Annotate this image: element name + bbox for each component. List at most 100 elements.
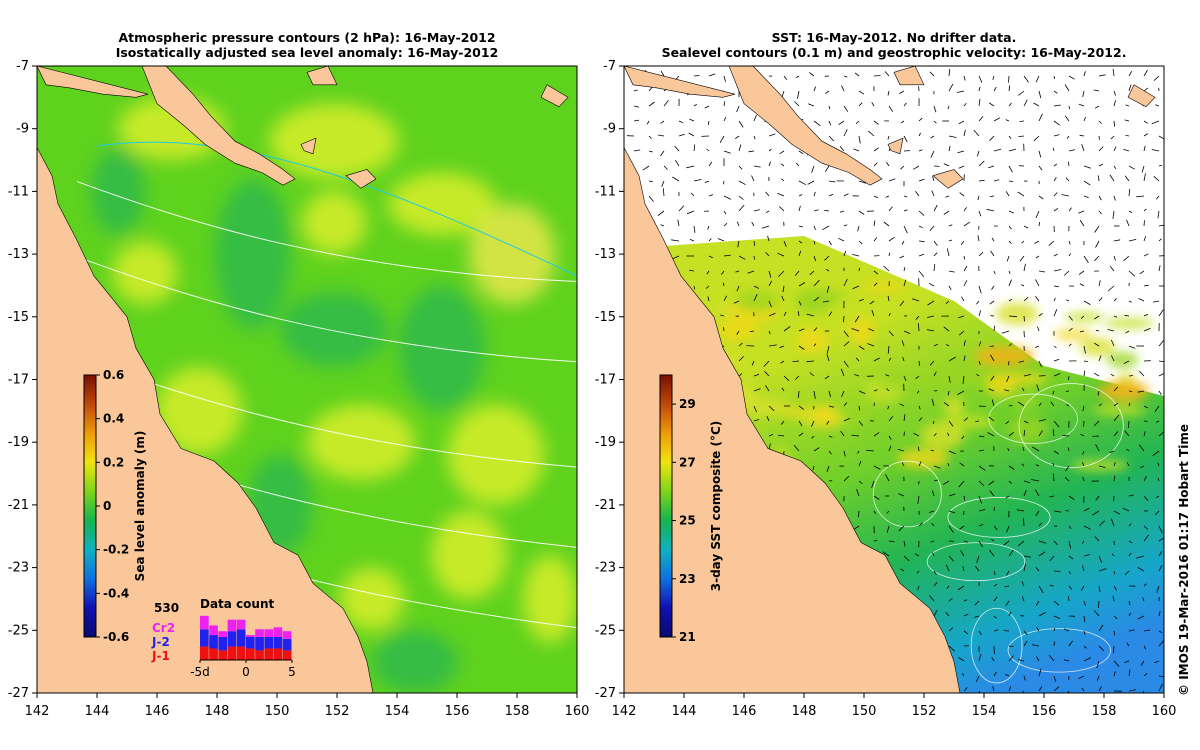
velocity-vector: [1143, 405, 1148, 409]
velocity-vector: [809, 270, 815, 276]
velocity-vector: [988, 480, 995, 486]
velocity-vector: [1123, 149, 1130, 152]
velocity-vector: [813, 209, 819, 212]
velocity-vector: [1083, 507, 1090, 512]
velocity-vector: [1023, 420, 1029, 424]
velocity-vector: [873, 432, 880, 437]
velocity-vector: [1008, 431, 1015, 437]
velocity-vector: [1082, 565, 1085, 572]
data-count-bar-j1: [236, 646, 246, 660]
colorbar-tick-label: 23: [679, 572, 696, 586]
velocity-vector: [918, 360, 920, 366]
velocity-vector: [674, 159, 680, 167]
velocity-vector: [1052, 429, 1055, 437]
right-lat-tick-label: -13: [595, 247, 616, 262]
velocity-vector: [1124, 430, 1130, 437]
velocity-vector: [948, 285, 952, 291]
velocity-vector: [1068, 105, 1070, 110]
velocity-vector: [989, 354, 995, 362]
velocity-vector: [706, 270, 710, 275]
velocity-vector: [1023, 225, 1029, 229]
velocity-vector: [962, 375, 965, 384]
velocity-vector: [1016, 509, 1025, 512]
velocity-vector: [1140, 465, 1145, 468]
velocity-vector: [1038, 668, 1042, 677]
velocity-vector: [992, 685, 995, 692]
velocity-vector: [1023, 490, 1027, 497]
warm-patch: [974, 346, 1034, 366]
velocity-vector: [1005, 600, 1010, 607]
velocity-vector: [689, 118, 695, 122]
velocity-vector: [843, 315, 845, 323]
velocity-vector: [933, 343, 938, 347]
velocity-vector: [1022, 446, 1025, 452]
velocity-vector: [1008, 85, 1011, 92]
velocity-vector: [678, 120, 684, 124]
velocity-vector: [1111, 355, 1115, 362]
velocity-vector: [1124, 314, 1130, 317]
velocity-vector: [783, 240, 787, 247]
velocity-vector: [959, 462, 965, 467]
sst-patch: [878, 372, 904, 388]
velocity-vector: [958, 120, 965, 125]
left-lat-tick-label: -17: [8, 373, 29, 388]
velocity-vector: [1023, 429, 1026, 437]
velocity-vector: [1094, 225, 1100, 233]
left-lat-tick-label: -25: [8, 623, 29, 638]
velocity-vector: [903, 555, 910, 562]
velocity-vector: [1005, 495, 1010, 499]
velocity-vector: [1036, 627, 1040, 632]
velocity-vector: [798, 420, 803, 427]
left-lat-tick-label: -13: [8, 247, 29, 262]
velocity-vector: [1158, 537, 1164, 542]
velocity-vector: [1068, 75, 1075, 80]
velocity-vector: [1158, 525, 1163, 534]
velocity-vector: [1008, 180, 1014, 182]
velocity-vector: [1003, 630, 1010, 632]
velocity-vector: [1113, 239, 1121, 242]
velocity-vector: [1031, 479, 1040, 482]
velocity-vector: [723, 223, 728, 227]
velocity-vector: [1064, 477, 1070, 482]
velocity-vector: [633, 119, 640, 122]
velocity-vector: [1095, 495, 1100, 501]
velocity-vector: [886, 510, 890, 514]
velocity-vector: [751, 360, 755, 366]
velocity-vector: [1122, 507, 1130, 512]
velocity-vector: [794, 375, 800, 380]
left-map-title: Atmospheric pressure contours (2 hPa): 1…: [37, 30, 577, 60]
velocity-vector: [1110, 135, 1115, 140]
velocity-vector: [1128, 270, 1136, 277]
velocity-vector: [918, 253, 925, 257]
velocity-vector: [826, 465, 830, 473]
velocity-vector: [828, 311, 833, 317]
velocity-vector: [686, 165, 695, 169]
velocity-vector: [990, 538, 995, 542]
data-count-bar-cr2: [218, 631, 228, 637]
velocity-vector: [946, 344, 950, 347]
velocity-vector: [1034, 489, 1040, 497]
velocity-vector: [706, 148, 710, 152]
velocity-vector: [1158, 639, 1164, 647]
right-lat-tick-label: -25: [595, 623, 616, 638]
velocity-vector: [1035, 295, 1040, 302]
velocity-vector: [763, 360, 770, 367]
velocity-vector: [813, 279, 820, 287]
velocity-vector: [660, 120, 665, 124]
velocity-vector: [858, 390, 866, 394]
velocity-vector: [738, 180, 746, 186]
velocity-vector: [855, 120, 860, 125]
velocity-vector: [1107, 329, 1115, 332]
right-lon-tick-label: 156: [1032, 704, 1057, 719]
velocity-vector: [1083, 255, 1089, 263]
velocity-vector: [978, 449, 985, 452]
land-north: [624, 66, 736, 98]
velocity-vector: [1068, 540, 1072, 549]
velocity-vector: [1137, 615, 1145, 620]
velocity-vector: [633, 149, 641, 152]
velocity-vector: [888, 206, 893, 212]
velocity-vector: [963, 355, 966, 362]
velocity-vector: [674, 145, 680, 152]
colorbar-tick-label: 25: [679, 514, 696, 528]
